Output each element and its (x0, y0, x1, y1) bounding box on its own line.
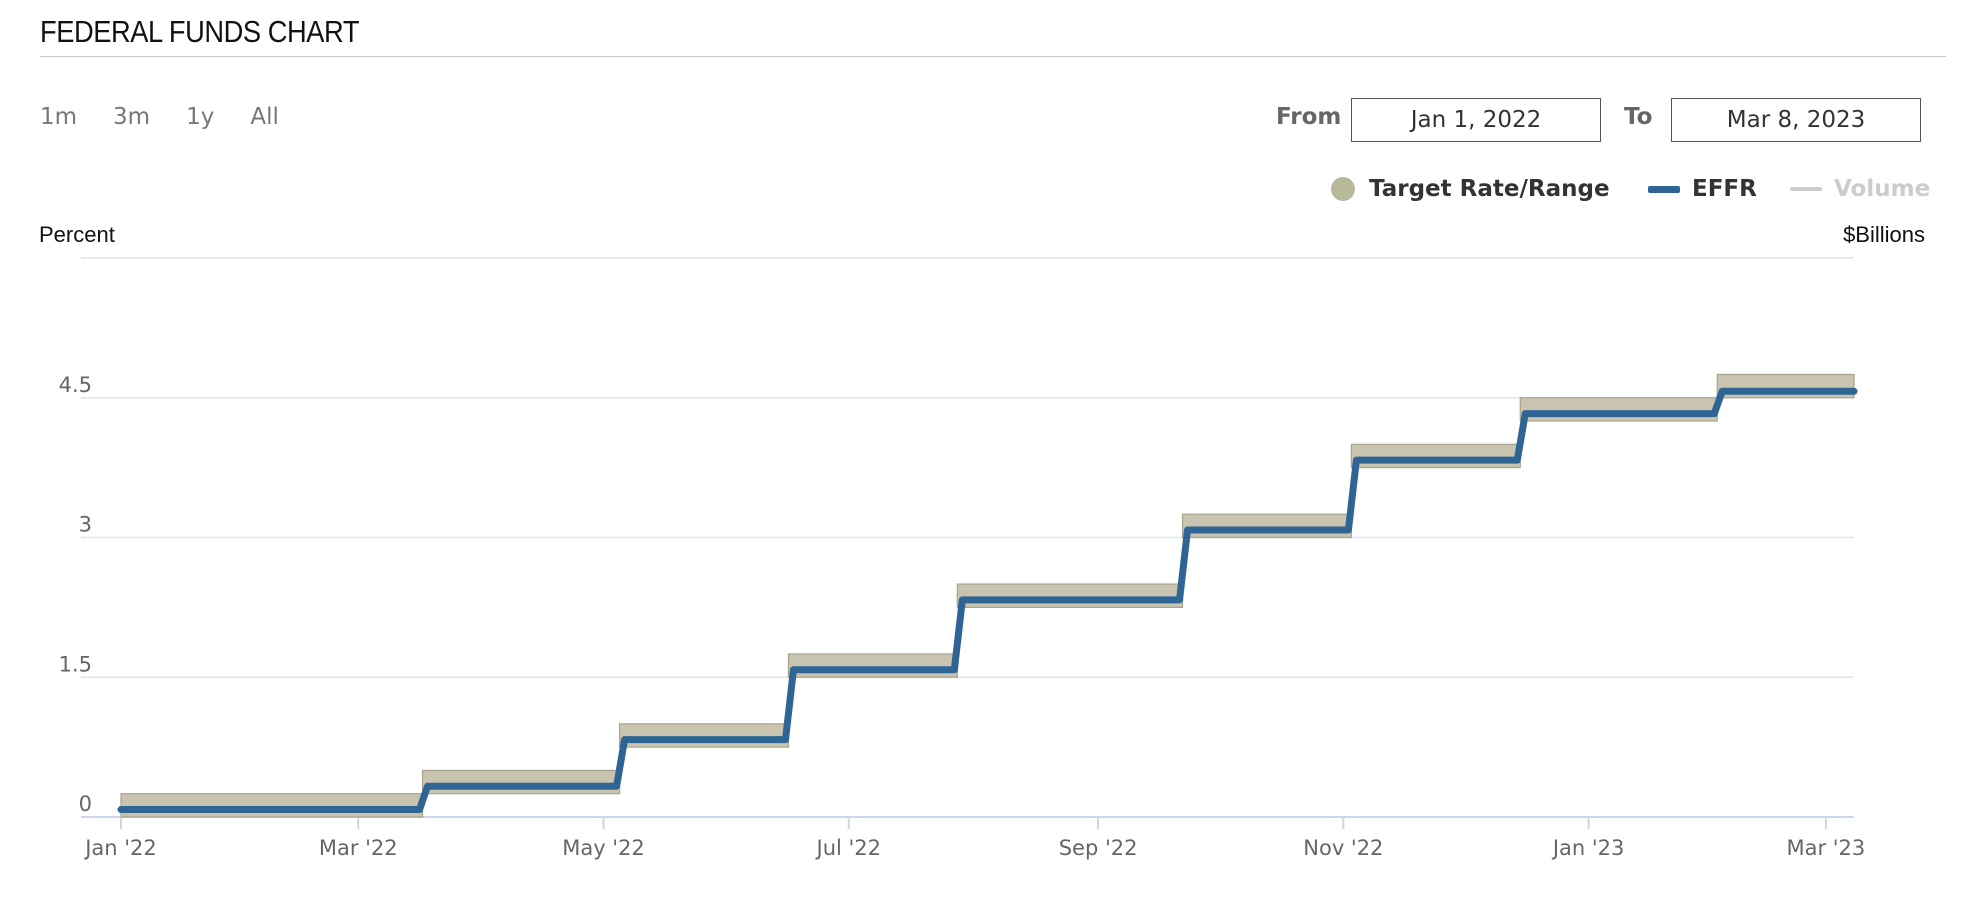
y-tick-label: 0 (79, 792, 92, 816)
target-range-band (618, 723, 790, 748)
chart-legend: Target Rate/Range EFFR Volume (0, 176, 1970, 210)
y-tick-label: 3 (79, 513, 92, 537)
target-range-band (1519, 397, 1718, 422)
target-range-band (787, 653, 958, 678)
page-title: FEDERAL FUNDS CHART (40, 14, 360, 49)
x-tick-label: Jan '23 (1551, 836, 1625, 860)
range-button-all[interactable]: All (250, 104, 279, 130)
x-tick-label: Jan '22 (83, 836, 157, 860)
target-range-band (1350, 443, 1521, 469)
target-range-band (421, 769, 621, 795)
from-label: From (1276, 104, 1342, 130)
y-axis-title-right: $Billions (1843, 222, 1925, 247)
legend-label-effr: EFFR (1692, 176, 1757, 202)
target-range-band (1181, 513, 1352, 539)
legend-item-volume[interactable]: Volume (1790, 176, 1930, 202)
legend-line-icon (1648, 185, 1680, 193)
target-range-band (120, 793, 424, 818)
title-divider (40, 56, 1946, 57)
legend-label-target-rate: Target Rate/Range (1369, 176, 1610, 202)
legend-dot-icon (1331, 177, 1355, 201)
effr-series-line (117, 387, 1858, 814)
y-tick-label: 4.5 (59, 373, 92, 397)
from-date-input[interactable] (1351, 98, 1601, 142)
y-axis-title-left: Percent (39, 222, 115, 247)
y-tick-label: 1.5 (59, 652, 92, 676)
legend-item-effr[interactable]: EFFR (1648, 176, 1757, 202)
x-tick-label: Mar '23 (1786, 836, 1865, 860)
x-tick-label: May '22 (562, 836, 645, 860)
x-tick-label: Mar '22 (319, 836, 398, 860)
legend-line-icon (1790, 187, 1822, 191)
target-range-band (956, 583, 1184, 608)
legend-label-volume: Volume (1834, 176, 1931, 202)
x-tick-label: Jul '22 (815, 836, 882, 860)
range-button-1m[interactable]: 1m (40, 104, 78, 130)
legend-item-target-rate[interactable]: Target Rate/Range (1331, 176, 1610, 202)
range-button-1y[interactable]: 1y (186, 104, 215, 130)
range-selector: 1m 3m 1y All (40, 104, 315, 130)
x-tick-label: Nov '22 (1303, 836, 1383, 860)
range-button-3m[interactable]: 3m (113, 104, 151, 130)
to-label: To (1624, 104, 1653, 130)
x-tick-label: Sep '22 (1059, 836, 1138, 860)
to-date-input[interactable] (1671, 98, 1921, 142)
